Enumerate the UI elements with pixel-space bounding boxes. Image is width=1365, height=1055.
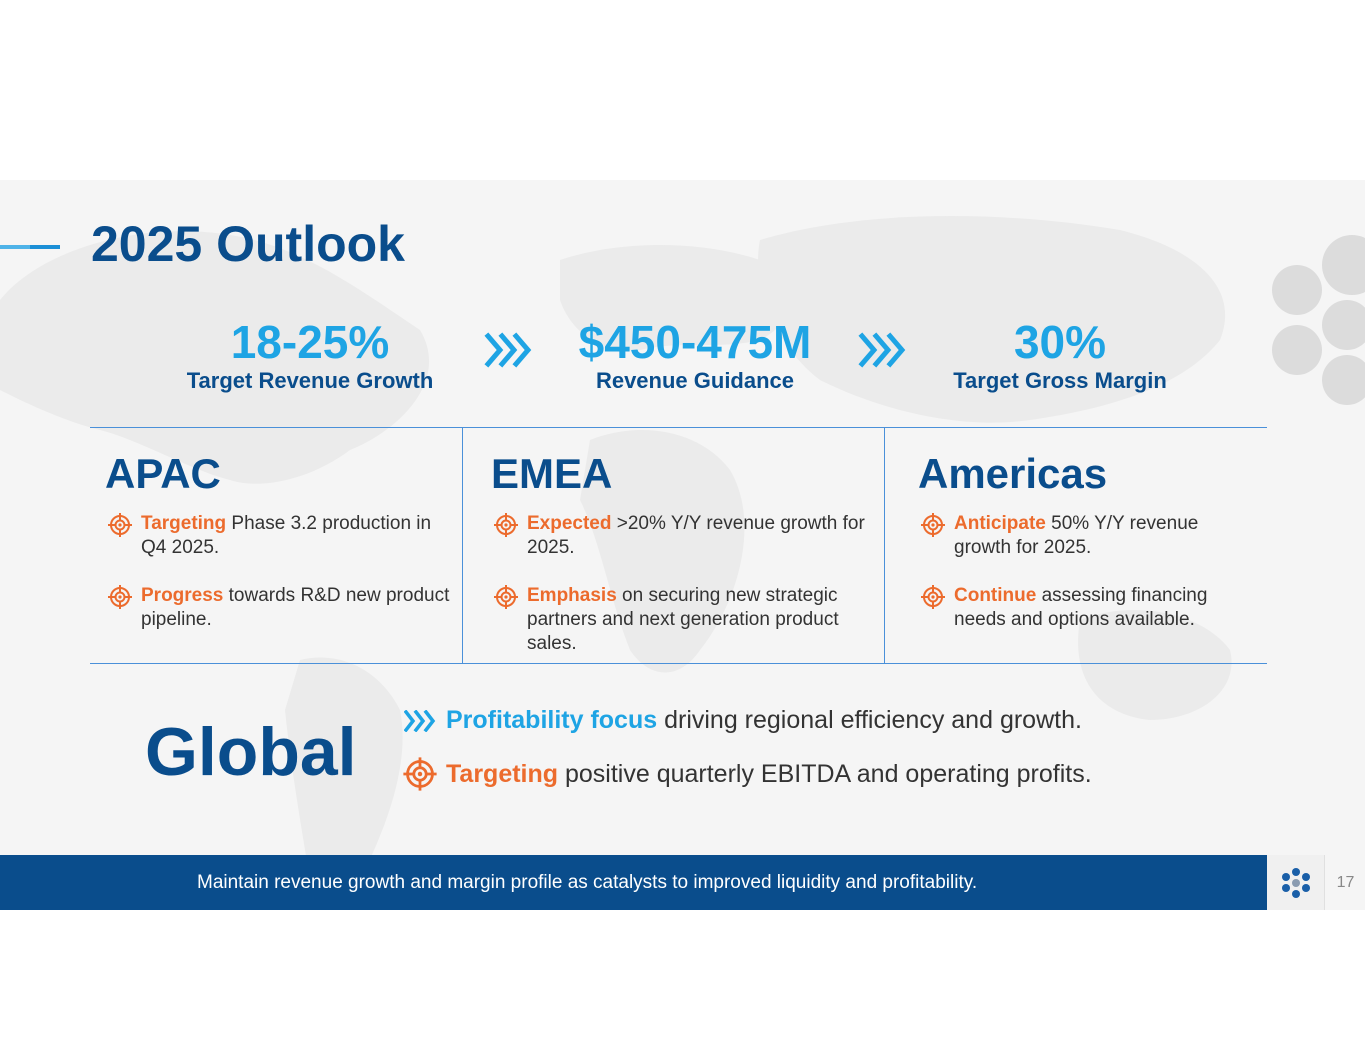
region-title: Americas	[918, 450, 1108, 497]
region-title: APAC	[105, 450, 221, 497]
global-keyword: Targeting	[446, 760, 559, 788]
item-text: 50% Y/Y revenue growth for 2025.	[954, 513, 1199, 558]
world-map-background	[0, 216, 1232, 903]
logo-container	[1267, 855, 1324, 910]
region-item: Emphasis on securing new strategic partn…	[491, 584, 871, 656]
item-text: >20% Y/Y revenue growth for 2025.	[527, 513, 865, 558]
target-icon	[921, 513, 945, 537]
title-accent-bar	[30, 245, 60, 249]
region-title: EMEA	[491, 450, 613, 497]
metric-label: Target Revenue Growth	[186, 368, 434, 393]
target-icon	[403, 757, 437, 791]
global-text: positive quarterly EBITDA and operating …	[558, 760, 1092, 788]
item-keyword: Continue	[954, 585, 1037, 606]
item-keyword: Anticipate	[954, 513, 1046, 534]
target-icon	[494, 513, 518, 537]
chevron-right-icon	[858, 332, 906, 368]
page-title: 2025 Outlook	[91, 216, 405, 272]
decorative-circle	[1322, 235, 1365, 295]
region-item: Targeting Phase 3.2 production in Q4 202…	[105, 512, 450, 560]
metric-value: $450-475M	[578, 316, 812, 368]
item-keyword: Emphasis	[527, 585, 617, 606]
divider	[884, 427, 885, 663]
global-label: Global	[145, 714, 357, 790]
global-text: driving regional efficiency and growth.	[657, 706, 1082, 734]
item-keyword: Expected	[527, 513, 612, 534]
item-keyword: Targeting	[141, 513, 227, 534]
page-number-box: 17	[1324, 855, 1365, 910]
metric-value: 30%	[1013, 316, 1107, 368]
footer-text: Maintain revenue growth and margin profi…	[197, 872, 978, 893]
item-text: Phase 3.2 production in Q4 2025.	[141, 513, 432, 558]
target-icon	[108, 585, 132, 609]
title-accent-bar	[0, 245, 30, 249]
region-emea: EMEA Expected >20% Y/Y revenue growth fo…	[491, 450, 871, 656]
region-item: Expected >20% Y/Y revenue growth for 202…	[491, 512, 871, 560]
decorative-circle	[1322, 300, 1365, 350]
global-line: Targeting positive quarterly EBITDA and …	[446, 759, 1092, 789]
global-line: Profitability focus driving regional eff…	[446, 705, 1082, 735]
decorative-circle	[1322, 355, 1365, 405]
region-item: Progress towards R&D new product pipelin…	[105, 584, 450, 632]
company-logo-icon	[1282, 868, 1310, 898]
footer-banner: Maintain revenue growth and margin profi…	[0, 855, 1267, 910]
target-icon	[108, 513, 132, 537]
metric-gross-margin: 30% Target Gross Margin	[910, 318, 1210, 394]
divider	[462, 427, 463, 663]
chevron-right-icon	[404, 710, 436, 732]
metric-revenue-guidance: $450-475M Revenue Guidance	[540, 318, 850, 394]
target-icon	[921, 585, 945, 609]
region-item: Anticipate 50% Y/Y revenue growth for 20…	[918, 512, 1248, 560]
divider	[90, 663, 1267, 664]
global-keyword: Profitability focus	[446, 706, 658, 734]
decorative-circle	[1272, 265, 1322, 315]
item-text: on securing new strategic partners and n…	[527, 585, 839, 654]
item-keyword: Progress	[141, 585, 224, 606]
metric-label: Target Gross Margin	[953, 368, 1167, 393]
decorative-circle	[1272, 325, 1322, 375]
slide: 2025 Outlook 18-25% Target Revenue Growt…	[0, 180, 1365, 910]
divider	[90, 427, 1267, 428]
region-apac: APAC Targeting Phase 3.2 production in Q…	[105, 450, 450, 632]
target-icon	[494, 585, 518, 609]
metric-label: Revenue Guidance	[595, 368, 795, 393]
region-item: Continue assessing financing needs and o…	[918, 584, 1248, 632]
item-text: towards R&D new product pipeline.	[141, 585, 450, 630]
metric-revenue-growth: 18-25% Target Revenue Growth	[150, 318, 470, 394]
chevron-right-icon	[484, 332, 532, 368]
region-americas: Americas Anticipate 50% Y/Y revenue grow…	[918, 450, 1248, 632]
metric-value: 18-25%	[230, 316, 390, 368]
page-number: 17	[1336, 874, 1355, 891]
item-text: assessing financing needs and options av…	[954, 585, 1208, 630]
